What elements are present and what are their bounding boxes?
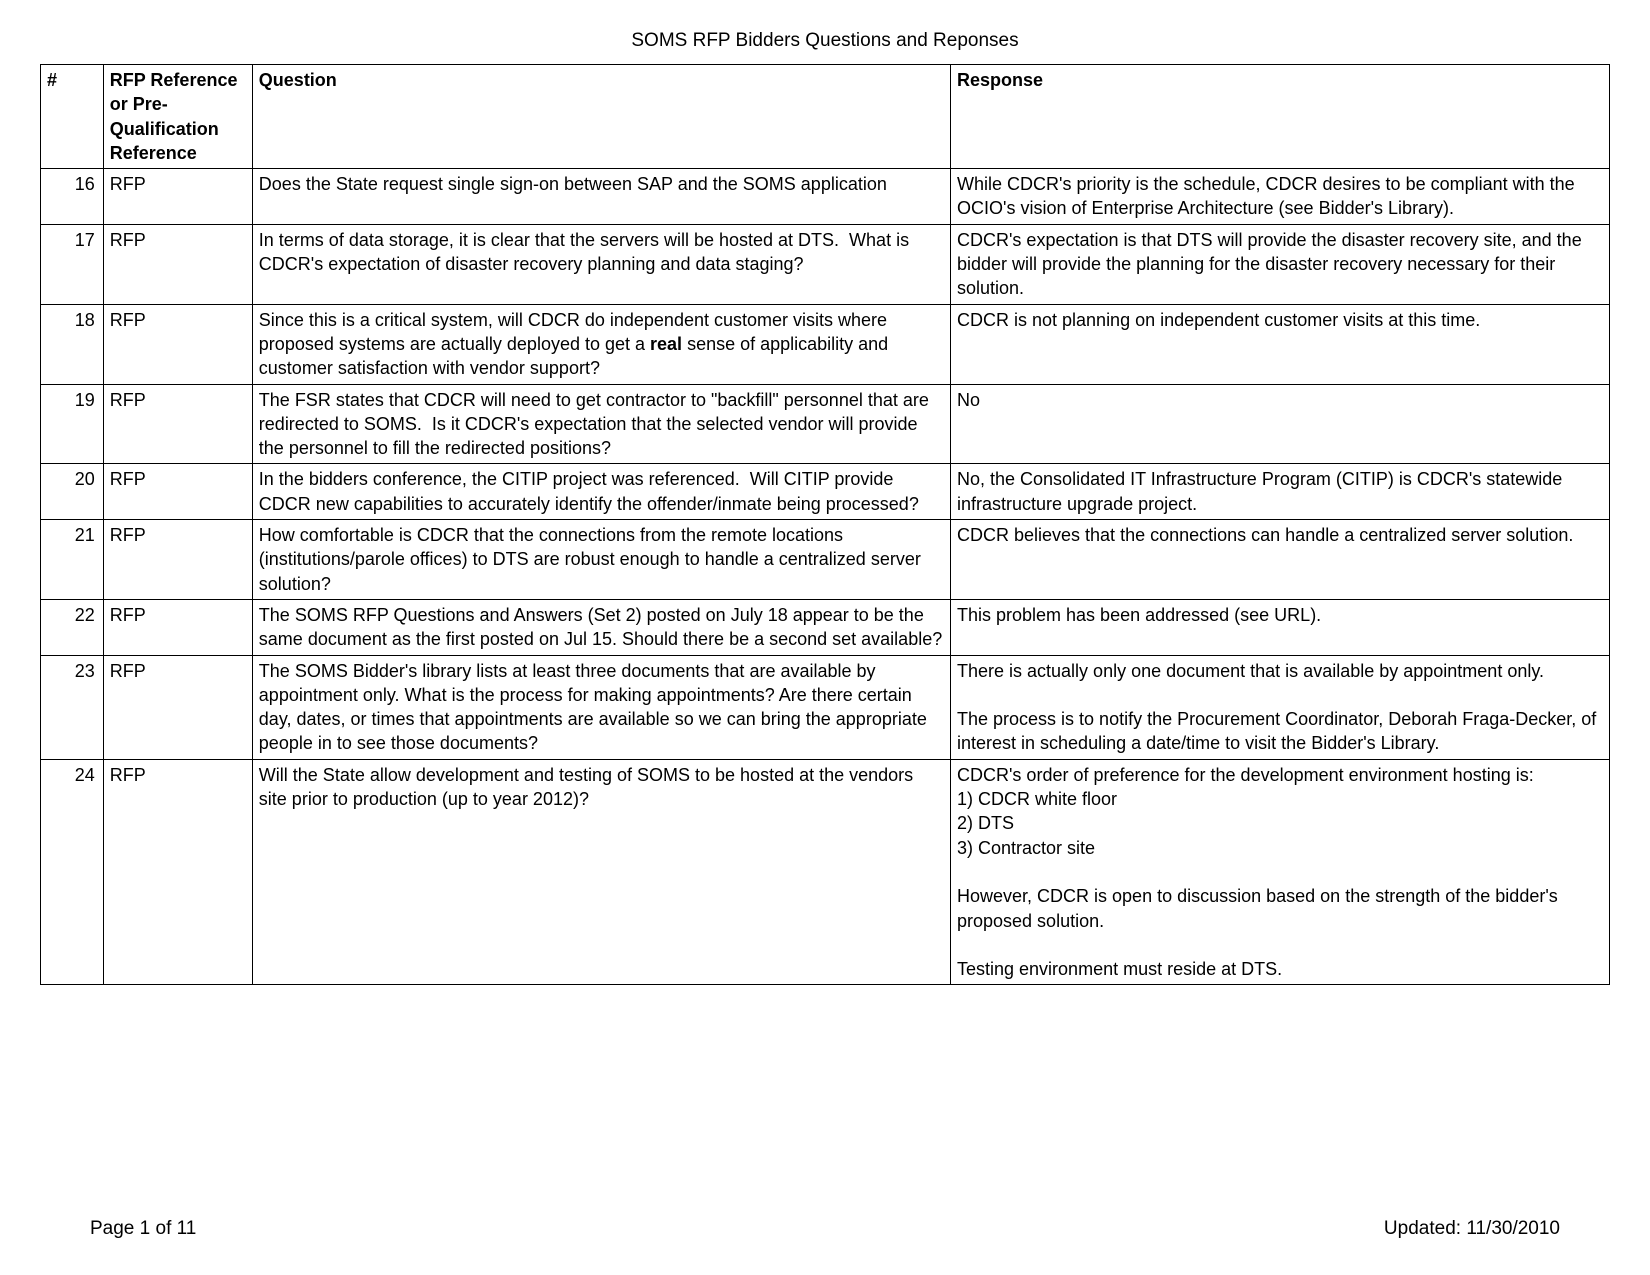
cell-question: How comfortable is CDCR that the connect… [252,520,950,600]
cell-question: The SOMS Bidder's library lists at least… [252,655,950,759]
table-row: 24RFPWill the State allow development an… [41,759,1610,985]
col-header-question: Question [252,65,950,169]
cell-question: In the bidders conference, the CITIP pro… [252,464,950,520]
cell-response: CDCR is not planning on independent cust… [951,304,1610,384]
cell-ref: RFP [103,599,252,655]
cell-response: CDCR believes that the connections can h… [951,520,1610,600]
table-row: 22RFPThe SOMS RFP Questions and Answers … [41,599,1610,655]
table-row: 16RFPDoes the State request single sign-… [41,169,1610,225]
page-title: SOMS RFP Bidders Questions and Reponses [40,30,1610,52]
table-row: 23RFPThe SOMS Bidder's library lists at … [41,655,1610,759]
cell-response: This problem has been addressed (see URL… [951,599,1610,655]
col-header-ref: RFP Reference or Pre-Qualification Refer… [103,65,252,169]
cell-question: Since this is a critical system, will CD… [252,304,950,384]
col-header-response: Response [951,65,1610,169]
cell-question: The SOMS RFP Questions and Answers (Set … [252,599,950,655]
table-row: 19RFPThe FSR states that CDCR will need … [41,384,1610,464]
cell-ref: RFP [103,759,252,985]
qa-table: # RFP Reference or Pre-Qualification Ref… [40,64,1610,985]
col-header-num: # [41,65,104,169]
cell-question: The FSR states that CDCR will need to ge… [252,384,950,464]
cell-question: In terms of data storage, it is clear th… [252,224,950,304]
cell-ref: RFP [103,169,252,225]
cell-ref: RFP [103,520,252,600]
page-footer: Page 1 of 11 Updated: 11/30/2010 [90,1218,1560,1240]
cell-response: CDCR's order of preference for the devel… [951,759,1610,985]
cell-num: 22 [41,599,104,655]
cell-num: 24 [41,759,104,985]
table-row: 18RFPSince this is a critical system, wi… [41,304,1610,384]
cell-question: Will the State allow development and tes… [252,759,950,985]
table-header-row: # RFP Reference or Pre-Qualification Ref… [41,65,1610,169]
cell-num: 20 [41,464,104,520]
cell-ref: RFP [103,384,252,464]
updated-date: Updated: 11/30/2010 [1384,1218,1560,1240]
cell-response: CDCR's expectation is that DTS will prov… [951,224,1610,304]
table-row: 17RFPIn terms of data storage, it is cle… [41,224,1610,304]
table-row: 20RFPIn the bidders conference, the CITI… [41,464,1610,520]
cell-num: 23 [41,655,104,759]
cell-question: Does the State request single sign-on be… [252,169,950,225]
cell-response: No, the Consolidated IT Infrastructure P… [951,464,1610,520]
page-number: Page 1 of 11 [90,1218,196,1240]
cell-response: There is actually only one document that… [951,655,1610,759]
table-row: 21RFPHow comfortable is CDCR that the co… [41,520,1610,600]
cell-ref: RFP [103,464,252,520]
cell-response: No [951,384,1610,464]
cell-num: 17 [41,224,104,304]
cell-ref: RFP [103,224,252,304]
cell-ref: RFP [103,655,252,759]
cell-ref: RFP [103,304,252,384]
cell-num: 16 [41,169,104,225]
cell-num: 21 [41,520,104,600]
cell-num: 18 [41,304,104,384]
cell-num: 19 [41,384,104,464]
cell-response: While CDCR's priority is the schedule, C… [951,169,1610,225]
